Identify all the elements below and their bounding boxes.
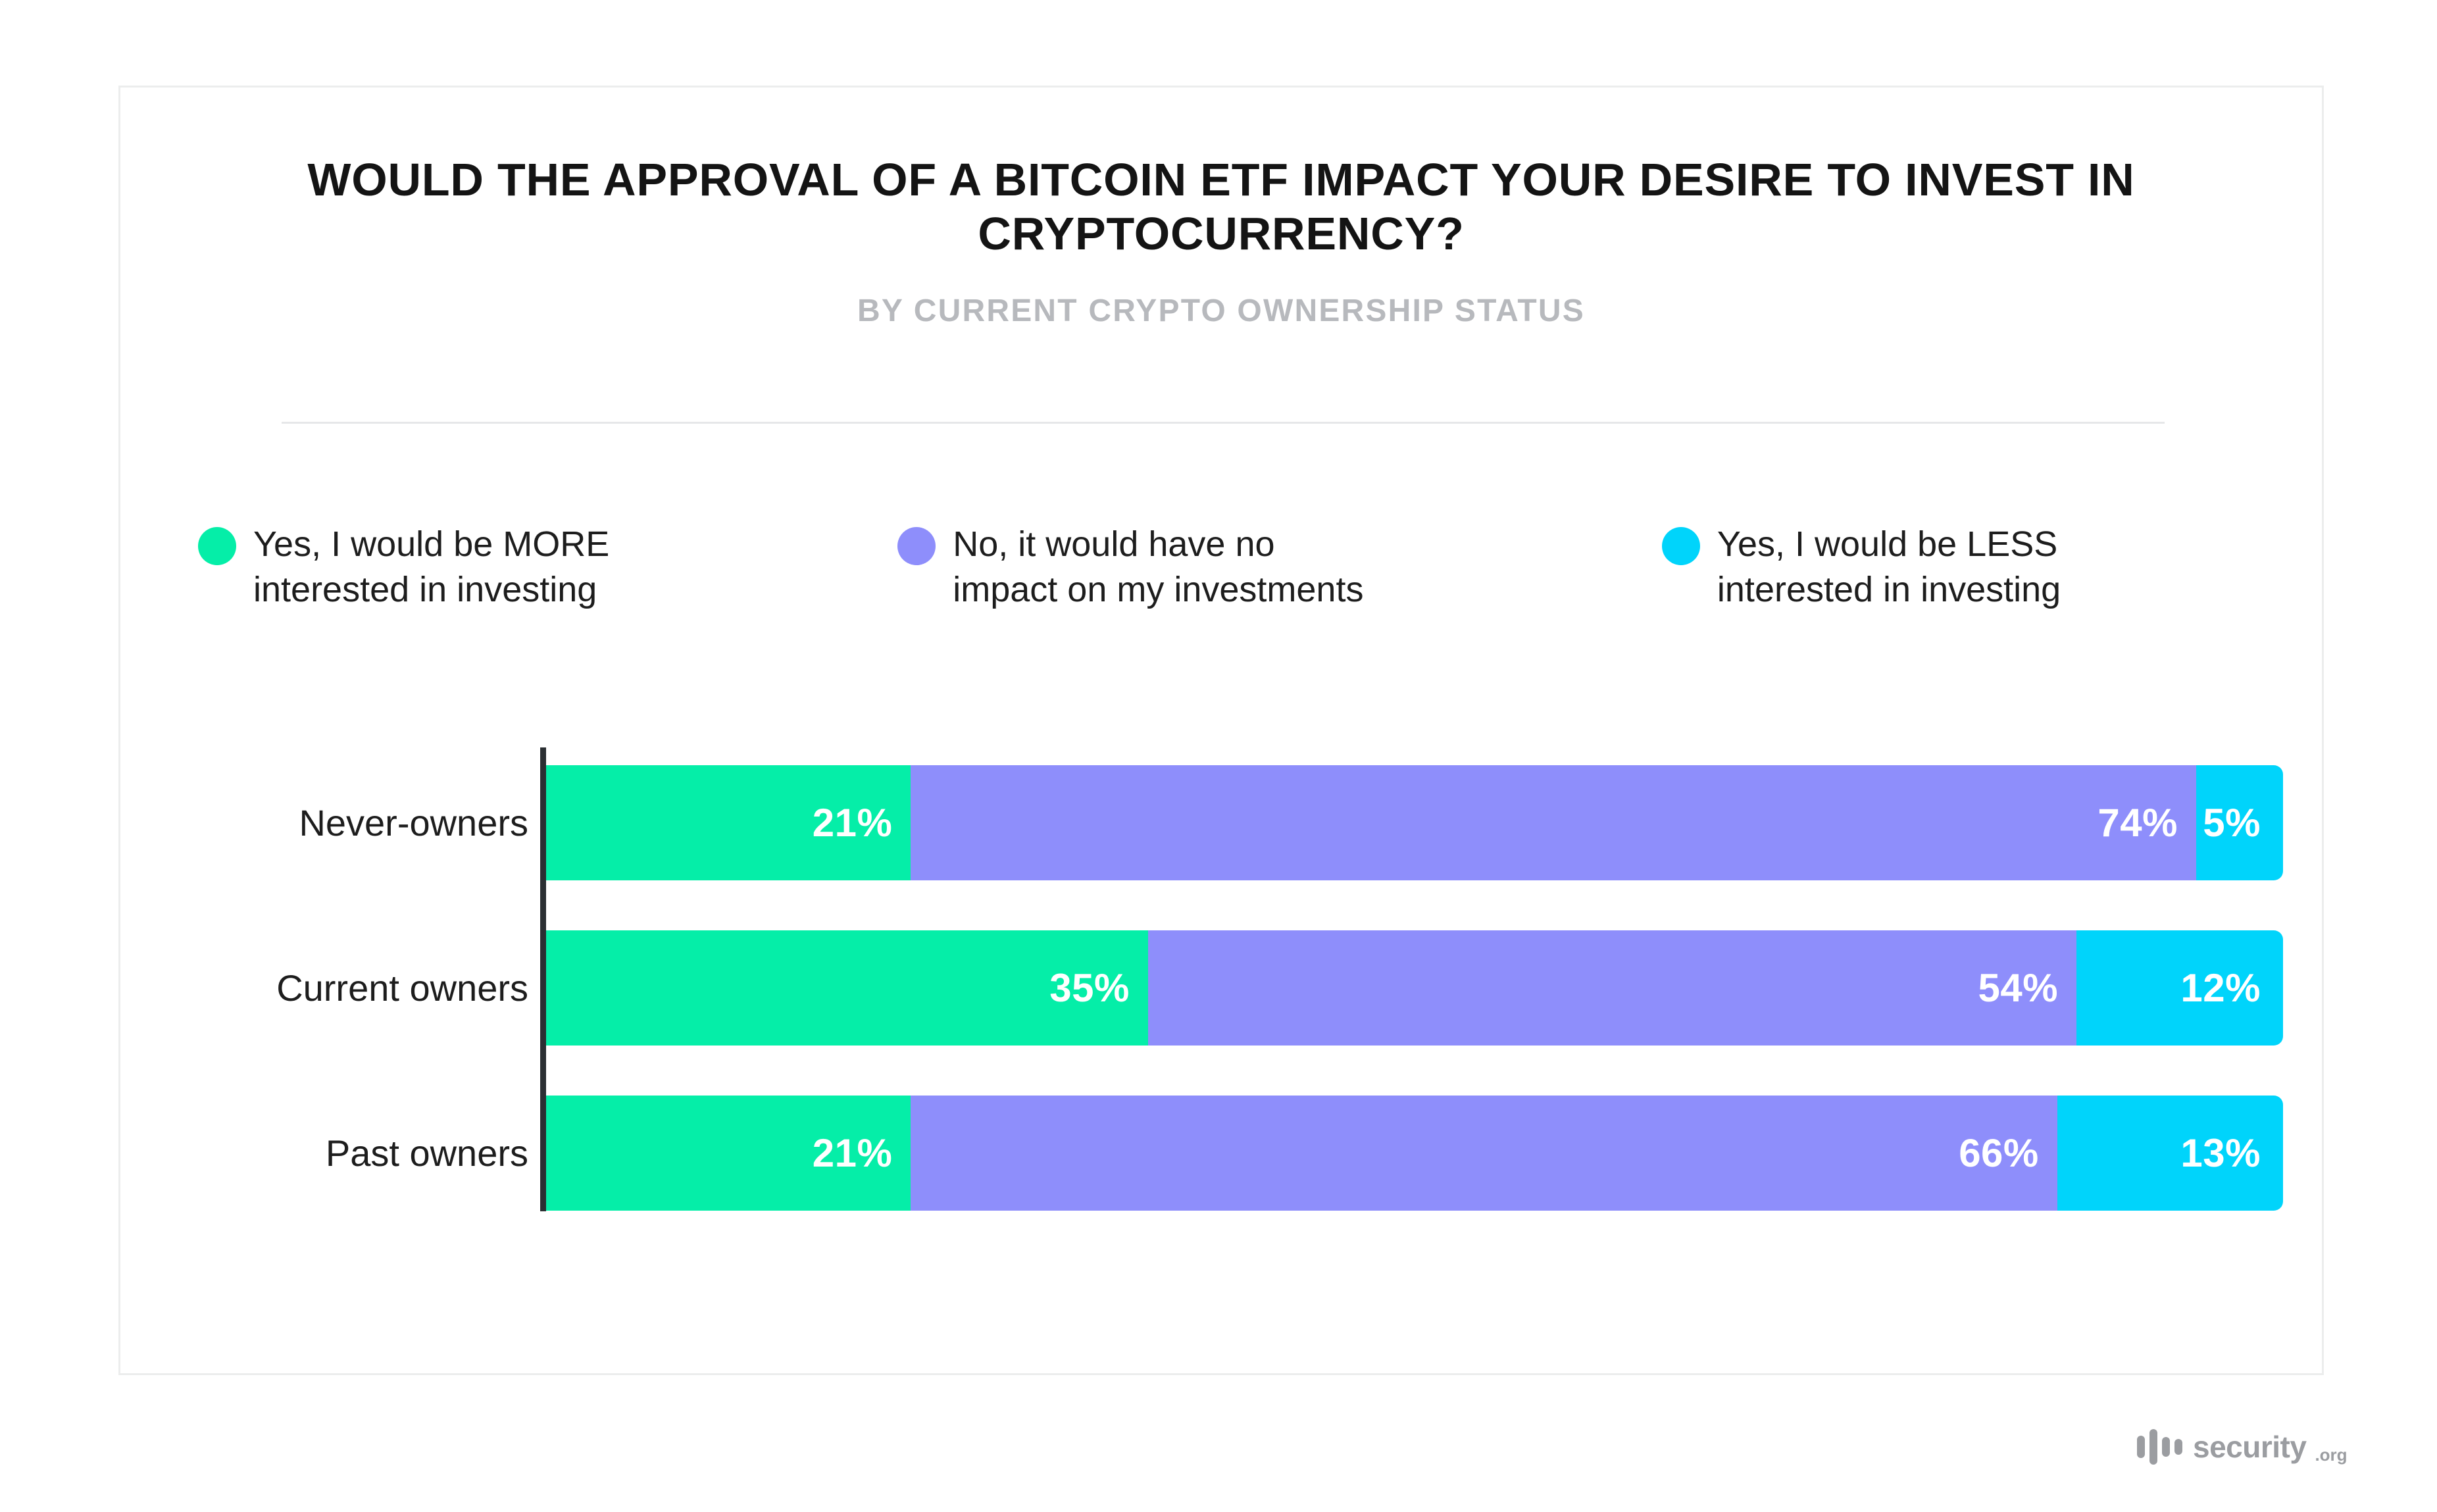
circle-icon	[198, 527, 236, 565]
stacked-bar: 21% 74% 5%	[546, 765, 2283, 880]
legend-item-less-interested: Yes, I would be LESS interested in inves…	[1661, 522, 2284, 613]
category-label: Past owners	[325, 1132, 528, 1174]
bar-row: Past owners 21% 66% 13%	[120, 1096, 2322, 1211]
security-org-logo: security .org	[2137, 1428, 2348, 1466]
bar-segment-no-impact: 54%	[1147, 930, 2077, 1046]
bar-segment-more: 21%	[546, 765, 911, 880]
bar-segment-more: 35%	[546, 930, 1148, 1046]
chart-subtitle: BY CURRENT CRYPTO OWNERSHIP STATUS	[857, 293, 1585, 328]
title-block: WOULD THE APPROVAL OF A BITCOIN ETF IMPA…	[120, 153, 2322, 329]
logo-tld: .org	[2315, 1445, 2348, 1465]
bar-segment-no-impact: 74%	[911, 765, 2196, 880]
bar-row: Current owners 35% 54% 12%	[120, 930, 2322, 1046]
chart-legend: Yes, I would be MORE interested in inves…	[165, 522, 2284, 613]
legend-item-more-interested: Yes, I would be MORE interested in inves…	[165, 522, 897, 613]
logo-wordmark: security	[2193, 1430, 2307, 1464]
bar-segment-more: 21%	[546, 1096, 911, 1211]
legend-item-label: Yes, I would be LESS interested in inves…	[1717, 524, 2061, 610]
legend-item-no-impact: No, it would have no impact on my invest…	[897, 522, 1662, 613]
chart-title: WOULD THE APPROVAL OF A BITCOIN ETF IMPA…	[307, 154, 2135, 259]
bar-segment-less: 5%	[2196, 765, 2283, 880]
chart-card: WOULD THE APPROVAL OF A BITCOIN ETF IMPA…	[118, 86, 2324, 1375]
legend-item-label: Yes, I would be MORE interested in inves…	[253, 524, 610, 610]
category-label: Never-owners	[299, 801, 528, 844]
stacked-bar: 21% 66% 13%	[546, 1096, 2283, 1211]
bar-segment-less: 13%	[2057, 1096, 2283, 1211]
circle-icon	[1661, 527, 1700, 565]
bar-row: Never-owners 21% 74% 5%	[120, 765, 2322, 880]
chart-plot-area: Never-owners 21% 74% 5% Current owners 3…	[120, 747, 2322, 1221]
y-axis-line	[540, 747, 546, 1211]
legend-item-label: No, it would have no impact on my invest…	[953, 524, 1364, 610]
stacked-bar: 35% 54% 12%	[546, 930, 2283, 1046]
category-label: Current owners	[276, 967, 528, 1009]
header-divider	[282, 422, 2165, 424]
circle-icon	[897, 527, 936, 565]
bar-segment-less: 12%	[2076, 930, 2283, 1046]
bar-segment-no-impact: 66%	[911, 1096, 2057, 1211]
logo-bars-icon	[2137, 1428, 2182, 1466]
